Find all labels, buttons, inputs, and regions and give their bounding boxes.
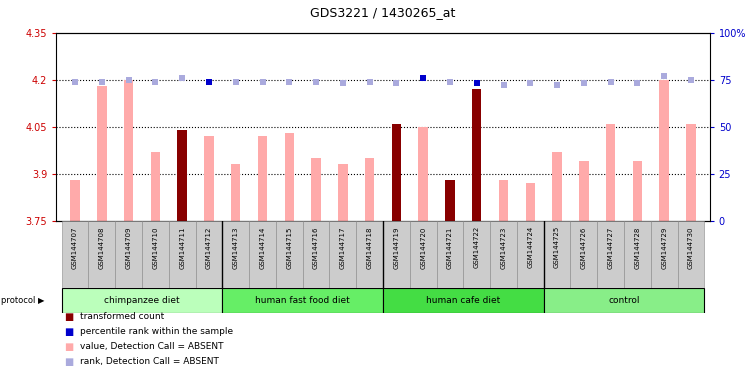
- Bar: [445, 180, 454, 221]
- Text: GSM144726: GSM144726: [581, 226, 587, 268]
- Bar: [571, 221, 597, 288]
- Text: rank, Detection Call = ABSENT: rank, Detection Call = ABSENT: [80, 357, 219, 366]
- Text: GSM144716: GSM144716: [313, 226, 319, 269]
- Text: GSM144709: GSM144709: [125, 226, 131, 269]
- Bar: [606, 124, 615, 221]
- Text: GSM144730: GSM144730: [688, 226, 694, 269]
- Bar: [436, 221, 463, 288]
- Bar: [97, 86, 107, 221]
- Bar: [472, 89, 481, 221]
- Text: ■: ■: [64, 312, 73, 322]
- Bar: [249, 221, 276, 288]
- Text: GSM144711: GSM144711: [179, 226, 185, 269]
- Bar: [71, 180, 80, 221]
- Text: ■: ■: [64, 327, 73, 337]
- Bar: [62, 288, 222, 313]
- Bar: [303, 221, 330, 288]
- Bar: [124, 79, 134, 221]
- Text: GSM144714: GSM144714: [260, 226, 266, 268]
- Bar: [651, 221, 677, 288]
- Text: protocol ▶: protocol ▶: [1, 296, 44, 305]
- Text: GSM144720: GSM144720: [420, 226, 426, 268]
- Text: human fast food diet: human fast food diet: [255, 296, 350, 305]
- Text: GSM144712: GSM144712: [206, 226, 212, 268]
- Bar: [338, 164, 348, 221]
- Text: GSM144710: GSM144710: [152, 226, 158, 269]
- Bar: [490, 221, 517, 288]
- Text: GSM144715: GSM144715: [286, 226, 292, 268]
- Bar: [499, 180, 508, 221]
- Bar: [624, 221, 651, 288]
- Text: GSM144713: GSM144713: [233, 226, 239, 269]
- Bar: [258, 136, 267, 221]
- Text: GSM144719: GSM144719: [394, 226, 400, 269]
- Bar: [418, 127, 428, 221]
- Bar: [62, 221, 89, 288]
- Text: GSM144728: GSM144728: [635, 226, 641, 268]
- Text: GSM144725: GSM144725: [554, 226, 560, 268]
- Bar: [463, 221, 490, 288]
- Text: GSM144718: GSM144718: [366, 226, 372, 269]
- Bar: [276, 221, 303, 288]
- Bar: [151, 152, 160, 221]
- Bar: [169, 221, 195, 288]
- Bar: [312, 158, 321, 221]
- Text: GSM144707: GSM144707: [72, 226, 78, 269]
- Bar: [285, 133, 294, 221]
- Bar: [142, 221, 169, 288]
- Bar: [553, 152, 562, 221]
- Text: chimpanzee diet: chimpanzee diet: [104, 296, 179, 305]
- Bar: [204, 136, 213, 221]
- Bar: [195, 221, 222, 288]
- Bar: [330, 221, 356, 288]
- Text: GSM144727: GSM144727: [608, 226, 614, 268]
- Text: GSM144721: GSM144721: [447, 226, 453, 268]
- Bar: [597, 221, 624, 288]
- Bar: [544, 221, 571, 288]
- Bar: [410, 221, 436, 288]
- Bar: [579, 161, 589, 221]
- Bar: [526, 183, 535, 221]
- Text: transformed count: transformed count: [80, 312, 164, 321]
- Bar: [115, 221, 142, 288]
- Bar: [392, 124, 401, 221]
- Bar: [544, 288, 704, 313]
- Bar: [231, 164, 240, 221]
- Text: GSM144722: GSM144722: [474, 226, 480, 268]
- Bar: [686, 124, 695, 221]
- Bar: [383, 288, 544, 313]
- Bar: [383, 221, 410, 288]
- Bar: [356, 221, 383, 288]
- Bar: [365, 158, 374, 221]
- Text: control: control: [608, 296, 640, 305]
- Text: GSM144723: GSM144723: [500, 226, 506, 268]
- Text: GSM144717: GSM144717: [340, 226, 346, 269]
- Text: GSM144708: GSM144708: [99, 226, 105, 269]
- Bar: [222, 288, 383, 313]
- Text: ■: ■: [64, 357, 73, 367]
- Bar: [517, 221, 544, 288]
- Text: GDS3221 / 1430265_at: GDS3221 / 1430265_at: [310, 6, 456, 19]
- Bar: [677, 221, 704, 288]
- Text: human cafe diet: human cafe diet: [427, 296, 500, 305]
- Bar: [659, 79, 669, 221]
- Text: percentile rank within the sample: percentile rank within the sample: [80, 327, 234, 336]
- Text: GSM144724: GSM144724: [527, 226, 533, 268]
- Text: ■: ■: [64, 342, 73, 352]
- Text: GSM144729: GSM144729: [661, 226, 667, 268]
- Bar: [177, 130, 187, 221]
- Bar: [89, 221, 115, 288]
- Bar: [632, 161, 642, 221]
- Text: value, Detection Call = ABSENT: value, Detection Call = ABSENT: [80, 342, 224, 351]
- Bar: [222, 221, 249, 288]
